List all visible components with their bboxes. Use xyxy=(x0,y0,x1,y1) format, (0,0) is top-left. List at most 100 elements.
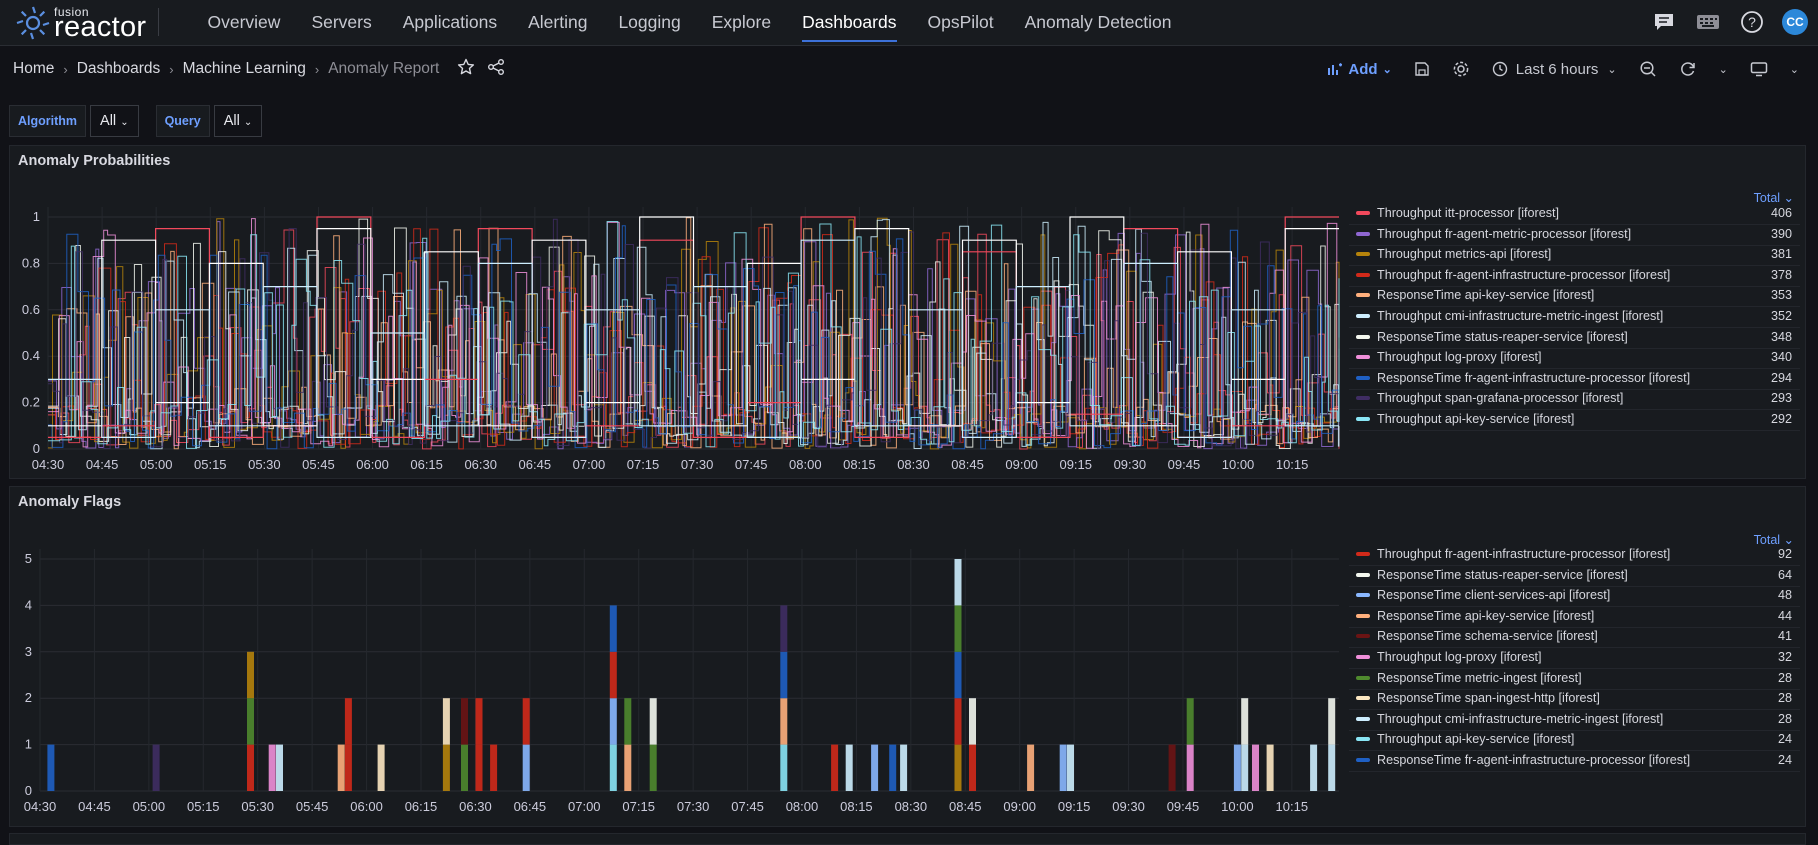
x-tick-label: 04:30 xyxy=(32,457,65,472)
fusion-reactor-logo[interactable]: fusion reactor xyxy=(14,2,159,43)
breadcrumb-machine-learning[interactable]: Machine Learning xyxy=(182,60,306,77)
legend-item[interactable]: Throughput fr-agent-infrastructure-proce… xyxy=(1349,543,1800,566)
legend-series-name: ResponseTime fr-agent-infrastructure-pro… xyxy=(1377,753,1691,767)
legend-color-swatch xyxy=(1356,552,1370,556)
y-tick-label: 0 xyxy=(25,783,32,798)
breadcrumb-dashboards[interactable]: Dashboards xyxy=(76,60,161,77)
flag-bar-segment xyxy=(624,698,632,745)
nav-explore[interactable]: Explore xyxy=(711,12,772,32)
legend-color-swatch xyxy=(1356,675,1370,680)
variable-query: Query All ⌄ xyxy=(155,105,263,137)
legend-color-swatch xyxy=(1356,696,1370,701)
x-tick-label: 09:45 xyxy=(1167,799,1200,814)
legend-item[interactable]: Throughput itt-processor [iforest] 406 xyxy=(1349,202,1800,225)
time-range-label: Last 6 hours xyxy=(1515,60,1599,78)
nav-alerting[interactable]: Alerting xyxy=(528,12,588,32)
legend-item[interactable]: Throughput cmi-infrastructure-metric-ing… xyxy=(1349,305,1800,328)
chat-icon[interactable] xyxy=(1650,8,1678,36)
variable-label: Query xyxy=(155,105,210,137)
legend-item[interactable]: ResponseTime status-reaper-service [ifor… xyxy=(1349,326,1800,349)
refresh-icon[interactable] xyxy=(1668,55,1708,83)
panel-title[interactable]: Anomaly Probabilities xyxy=(18,153,171,169)
flag-bar-segment xyxy=(871,744,879,791)
zoom-out-icon[interactable] xyxy=(1628,55,1668,83)
nav-logging[interactable]: Logging xyxy=(618,12,681,32)
x-tick-label: 09:00 xyxy=(1005,457,1038,472)
flag-bar-segment xyxy=(831,744,839,791)
algorithm-select[interactable]: All ⌄ xyxy=(90,105,139,137)
legend-item[interactable]: ResponseTime api-key-service [iforest] 44 xyxy=(1349,605,1800,628)
x-tick-label: 05:45 xyxy=(296,799,329,814)
flag-bar-segment xyxy=(490,744,498,791)
svg-text:?: ? xyxy=(1748,14,1756,30)
user-avatar[interactable]: CC xyxy=(1782,9,1808,35)
legend-item[interactable]: Throughput cmi-infrastructure-metric-ing… xyxy=(1349,708,1800,731)
add-button[interactable]: Add ⌄ xyxy=(1316,55,1402,83)
help-icon[interactable]: ? xyxy=(1738,8,1766,36)
legend-item[interactable]: ResponseTime span-ingest-http [iforest] 2… xyxy=(1349,687,1800,711)
x-tick-label: 08:45 xyxy=(951,457,984,472)
settings-icon[interactable] xyxy=(1441,55,1481,83)
keyboard-icon[interactable] xyxy=(1694,8,1722,36)
legend-series-total: 293 xyxy=(1770,391,1792,406)
breadcrumb-home[interactable]: Home xyxy=(13,60,55,77)
legend-item[interactable]: Throughput fr-agent-metric-processor [if… xyxy=(1349,223,1800,246)
tv-icon[interactable] xyxy=(1739,55,1779,83)
legend-item[interactable]: ResponseTime fr-agent-infrastructure-pro… xyxy=(1349,749,1800,772)
legend-item[interactable]: ResponseTime client-services-api [ifores… xyxy=(1349,584,1800,608)
legend-item[interactable]: ResponseTime api-key-service [iforest] 35… xyxy=(1349,284,1800,308)
legend-item[interactable]: ResponseTime metric-ingest [iforest] 28 xyxy=(1349,667,1800,690)
legend-series-name: Throughput cmi-infrastructure-metric-ing… xyxy=(1377,309,1664,323)
time-picker[interactable]: Last 6 hours ⌄ xyxy=(1481,55,1628,83)
flag-bar-segment xyxy=(1168,744,1176,791)
y-tick-label: 5 xyxy=(25,551,32,566)
flag-bar-segment xyxy=(461,698,468,745)
nav-dashboards[interactable]: Dashboards xyxy=(787,0,912,46)
y-tick-label: 2 xyxy=(25,690,32,705)
share-icon[interactable] xyxy=(487,58,505,81)
legend-item[interactable]: Throughput api-key-service [iforest] 24 xyxy=(1349,728,1800,752)
legend-series-name: Throughput itt-processor [iforest] xyxy=(1377,206,1559,220)
anomaly-flags-chart[interactable]: 0 1 2 3 4 5 04:30 04:45 05:00 05:15 05:30 05:45 06:0… xyxy=(10,487,1349,828)
legend-total-sort-header[interactable]: Total ⌄ xyxy=(1753,533,1794,547)
legend-series-name: ResponseTime schema-service [iforest] xyxy=(1377,629,1598,644)
nav-opspilot[interactable]: OpsPilot xyxy=(927,12,994,32)
legend-item[interactable]: Throughput log-proxy [iforest] 340 xyxy=(1349,346,1800,370)
legend-item[interactable]: ResponseTime schema-service [iforest] 41 xyxy=(1349,625,1800,649)
legend-item[interactable]: Throughput metrics-api [iforest] 381 xyxy=(1349,243,1800,267)
flag-bar-segment xyxy=(649,744,657,791)
legend-color-swatch xyxy=(1356,272,1370,277)
legend-total-sort-header[interactable]: Total ⌄ xyxy=(1753,191,1794,205)
legend-item[interactable]: ResponseTime fr-agent-infrastructure-pro… xyxy=(1349,367,1800,390)
flag-bar-segment xyxy=(442,744,450,791)
nav-applications[interactable]: Applications xyxy=(402,12,498,32)
flag-bar-segment xyxy=(609,651,617,699)
legend-item[interactable]: Throughput span-grafana-processor [ifore… xyxy=(1349,387,1800,411)
star-icon[interactable] xyxy=(457,58,475,81)
logo-divider xyxy=(158,8,159,36)
save-icon[interactable] xyxy=(1403,55,1441,83)
nav-servers[interactable]: Servers xyxy=(311,12,372,32)
flag-bar-segment xyxy=(268,744,276,791)
logo-small-text: fusion xyxy=(54,5,90,19)
legend-series-name: Throughput span-grafana-processor [ifore… xyxy=(1377,391,1624,406)
x-tick-label: 07:00 xyxy=(573,457,606,472)
legend-series-total: 390 xyxy=(1770,226,1792,241)
legend-item[interactable]: ResponseTime status-reaper-service [ifor… xyxy=(1349,564,1800,587)
panel-title[interactable]: Anomaly Flags xyxy=(18,494,122,510)
legend-item[interactable]: Throughput log-proxy [iforest] 32 xyxy=(1349,646,1800,669)
query-select[interactable]: All ⌄ xyxy=(213,105,263,137)
legend-series-total: 48 xyxy=(1777,588,1792,603)
x-tick-label: 07:45 xyxy=(735,457,768,472)
nav-anomaly-detection[interactable]: Anomaly Detection xyxy=(1024,12,1172,32)
x-tick-label: 10:15 xyxy=(1276,457,1309,472)
view-mode-chevron-icon[interactable]: ⌄ xyxy=(1789,63,1799,76)
nav-overview[interactable]: Overview xyxy=(207,12,281,32)
legend-item[interactable]: Throughput fr-agent-infrastructure-proce… xyxy=(1349,264,1800,287)
anomaly-probabilities-chart[interactable]: 0 0.2 0.4 0.6 0.8 1 04:30 04:45 05:00 05:15 05:30 0… xyxy=(10,146,1349,480)
flag-bar-segment xyxy=(276,744,283,791)
flag-bar-segment xyxy=(889,744,897,791)
refresh-interval-chevron-icon[interactable]: ⌄ xyxy=(1718,63,1728,76)
legend-color-swatch xyxy=(1356,396,1370,401)
legend-item[interactable]: Throughput api-key-service [iforest] 292 xyxy=(1349,408,1800,431)
